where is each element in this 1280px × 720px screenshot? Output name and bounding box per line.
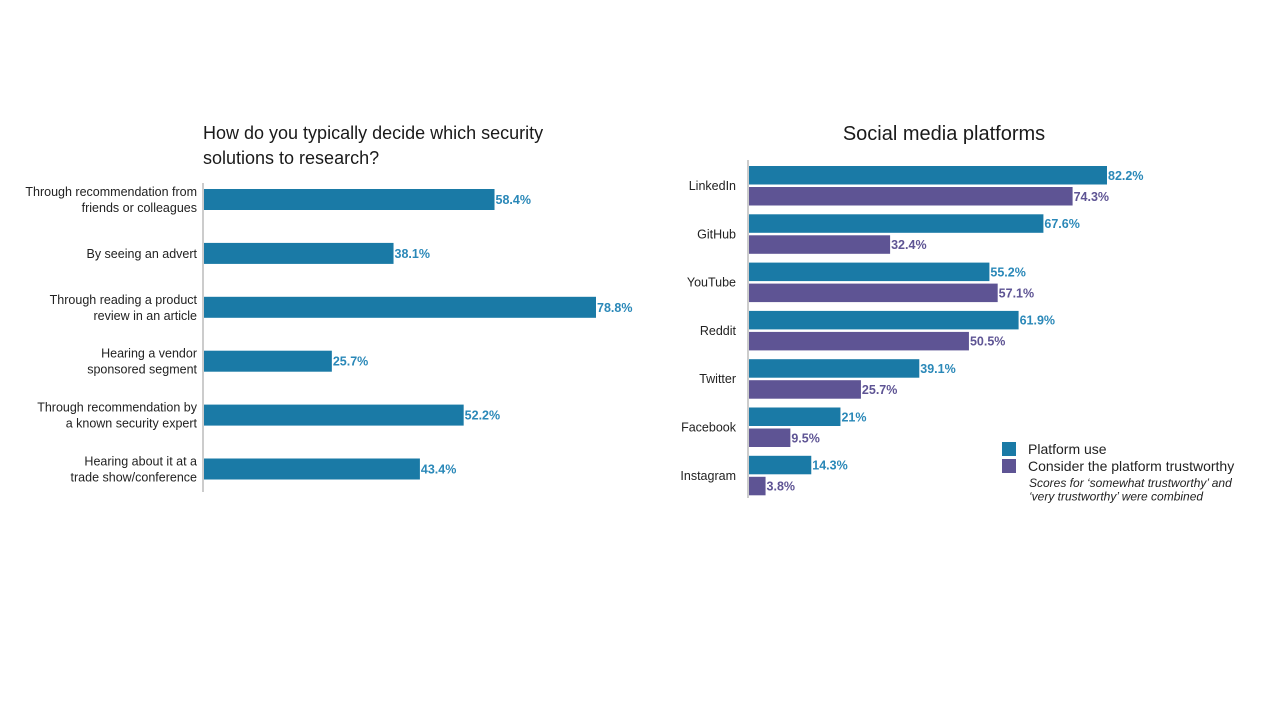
bar-platform-use: [749, 455, 812, 475]
bar-trustworthy: [749, 476, 766, 496]
data-label: 50.5%: [970, 335, 1005, 349]
bar: [204, 189, 495, 210]
category-label: Hearing about it at a: [84, 455, 197, 469]
legend-note: Scores for ‘somewhat trustworthy’ and: [1029, 476, 1232, 490]
bar-trustworthy: [749, 283, 998, 303]
legend-note: ‘very trustworthy’ were combined: [1029, 490, 1203, 504]
category-label: Reddit: [700, 324, 737, 338]
data-label: 38.1%: [395, 247, 430, 261]
bar: [204, 350, 332, 372]
bar-platform-use: [749, 407, 841, 426]
data-label: 39.1%: [920, 362, 955, 376]
bar: [204, 296, 596, 318]
category-label: a known security expert: [66, 417, 198, 431]
category-label: Through recommendation by: [37, 401, 198, 415]
category-label: LinkedIn: [689, 179, 736, 193]
data-label: 3.8%: [767, 480, 796, 494]
data-label: 78.8%: [597, 301, 632, 315]
bar-trustworthy: [749, 187, 1073, 206]
bar-platform-use: [749, 262, 990, 282]
chart-title: solutions to research?: [203, 148, 379, 168]
category-label: trade show/conference: [71, 471, 198, 485]
security-research-chart: How do you typically decide which securi…: [25, 123, 632, 492]
category-label: Through recommendation from: [25, 185, 197, 199]
bar-trustworthy: [749, 380, 861, 399]
category-label: GitHub: [697, 227, 736, 241]
legend-swatch-platform-use: [1002, 442, 1016, 456]
data-label: 55.2%: [990, 265, 1025, 279]
bar-platform-use: [749, 359, 920, 378]
bar-platform-use: [749, 310, 1019, 330]
chart-title: Social media platforms: [843, 123, 1045, 145]
data-label: 14.3%: [812, 459, 847, 473]
data-label: 43.4%: [421, 463, 456, 477]
legend-label: Platform use: [1028, 441, 1107, 457]
chart-title: How do you typically decide which securi…: [203, 123, 543, 143]
category-label: sponsored segment: [87, 363, 197, 377]
data-label: 61.9%: [1020, 314, 1055, 328]
category-label: Through reading a product: [50, 293, 198, 307]
category-label: By seeing an advert: [87, 247, 198, 261]
data-label: 74.3%: [1074, 190, 1109, 204]
data-label: 82.2%: [1108, 169, 1143, 183]
category-label: Instagram: [680, 469, 736, 483]
data-label: 21%: [841, 410, 866, 424]
bar-platform-use: [749, 166, 1107, 185]
data-label: 57.1%: [999, 286, 1034, 300]
category-label: friends or colleagues: [82, 201, 197, 215]
data-label: 67.6%: [1044, 217, 1079, 231]
bar-trustworthy: [749, 235, 891, 254]
data-label: 25.7%: [333, 355, 368, 369]
category-label: Facebook: [681, 421, 737, 435]
bar: [204, 458, 420, 480]
data-label: 52.2%: [465, 409, 500, 423]
legend-swatch-trustworthy: [1002, 459, 1016, 473]
bar: [204, 242, 394, 264]
bar-platform-use: [749, 214, 1044, 233]
category-label: YouTube: [687, 276, 736, 290]
data-label: 58.4%: [496, 193, 531, 207]
data-label: 32.4%: [891, 238, 926, 252]
data-label: 25.7%: [862, 383, 897, 397]
category-label: review in an article: [93, 309, 197, 323]
legend-label: Consider the platform trustworthy: [1028, 458, 1234, 474]
data-label: 9.5%: [791, 431, 820, 445]
social-media-chart: Social media platforms 82.2% 74.3% LinkedIn…: [680, 123, 1234, 504]
bar-trustworthy: [749, 331, 969, 351]
category-label: Hearing a vendor: [101, 347, 197, 361]
bar: [204, 404, 464, 426]
bar-trustworthy: [749, 428, 791, 447]
category-label: Twitter: [699, 372, 736, 386]
